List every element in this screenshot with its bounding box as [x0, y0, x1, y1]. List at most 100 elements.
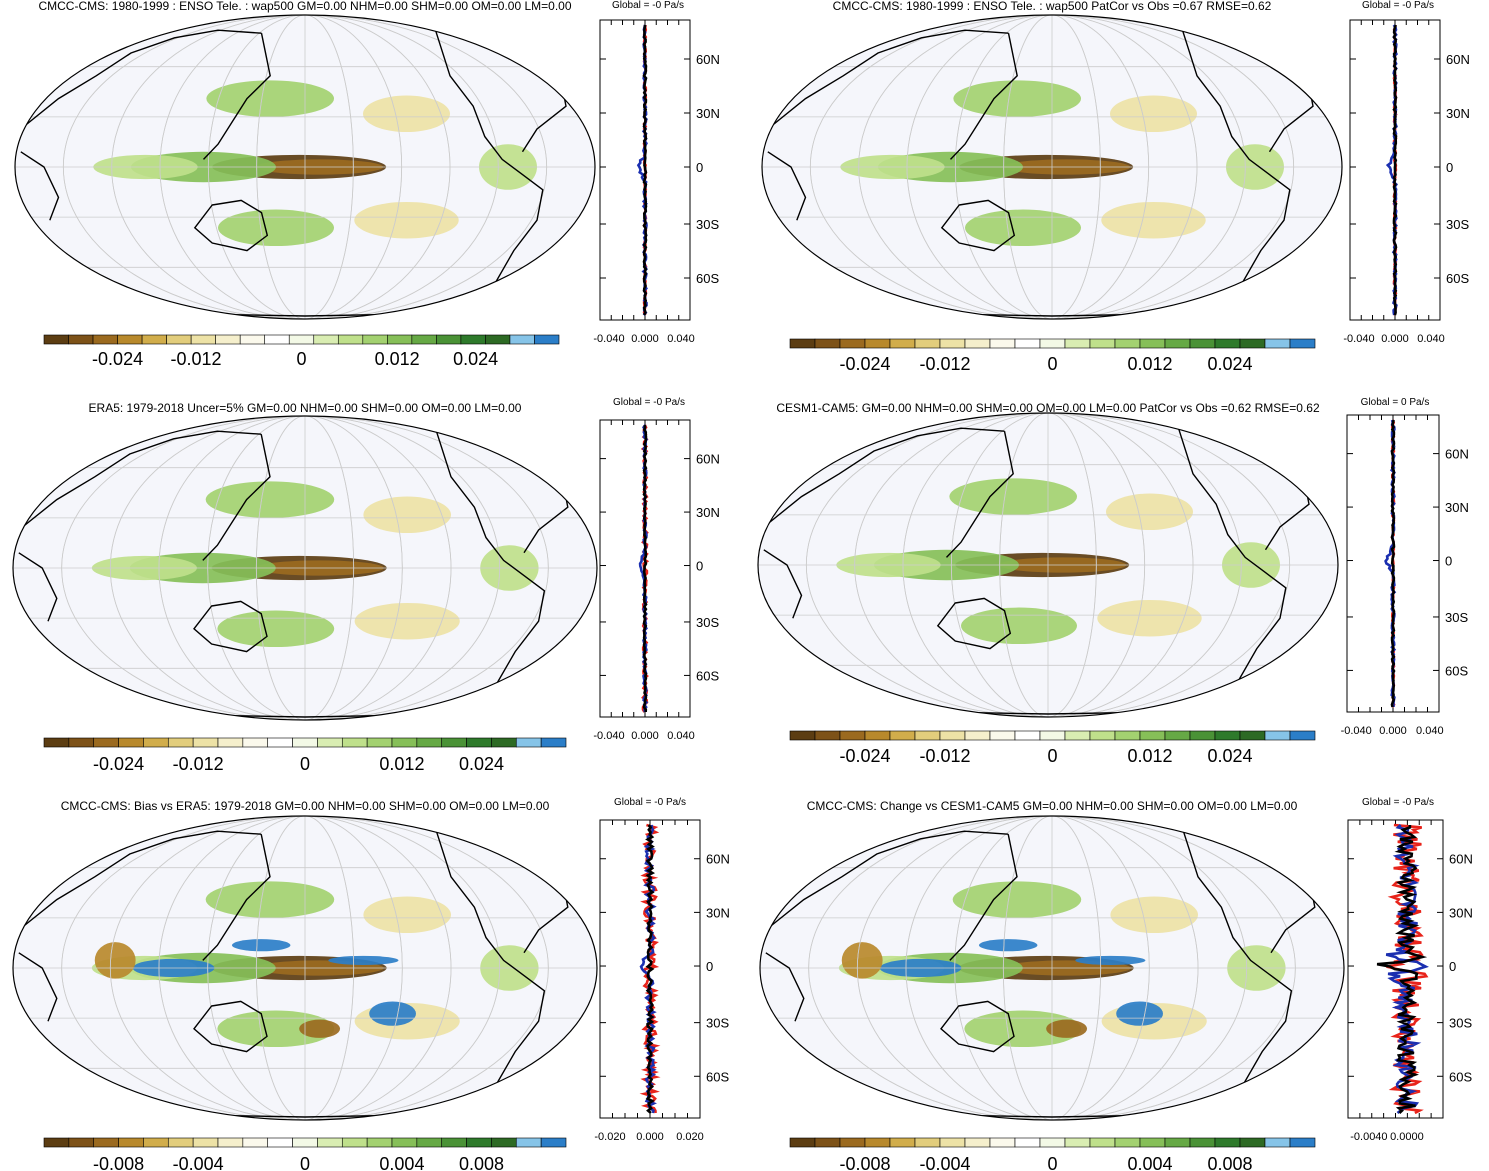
- profile-title: Global = -0 Pa/s: [1362, 0, 1434, 11]
- colorbar-swatch: [43, 334, 69, 345]
- map-anomaly-region: [1101, 201, 1206, 239]
- colorbar-swatch: [1114, 730, 1141, 741]
- map-anomaly-region: [232, 939, 291, 952]
- colorbar-swatch: [341, 737, 368, 748]
- profile-ytick-label: 60S: [706, 1069, 729, 1084]
- profile-ytick-label: 0: [1449, 959, 1456, 974]
- colorbar-swatch: [864, 1137, 891, 1148]
- colorbar-swatch: [391, 737, 418, 748]
- profile-ytick-label: 30N: [1446, 106, 1470, 121]
- profile-xtick-label: -0.040: [1341, 725, 1372, 737]
- profile-xtick-label: -0.020: [594, 1131, 625, 1143]
- map-coastlines: [18, 422, 569, 718]
- map-anomaly-region: [1110, 896, 1198, 934]
- africa-coastline: [763, 549, 803, 619]
- colorbar-swatch: [242, 1137, 269, 1148]
- colorbar-swatch: [939, 730, 966, 741]
- map-border: [761, 14, 1343, 320]
- colorbar-swatch: [1264, 338, 1291, 349]
- colorbar-tick-label: 0.004: [379, 1154, 424, 1171]
- panel-title: CMCC-CMS: Bias vs ERA5: 1979-2018 GM=0.0…: [61, 799, 550, 813]
- colorbar-swatch: [1014, 338, 1041, 349]
- panel-p2: CMCC-CMS: 1980-1999 : ENSO Tele. : wap50…: [761, 0, 1470, 374]
- colorbar-swatch: [939, 1137, 966, 1148]
- profile-ytick-label: 60N: [706, 852, 730, 867]
- colorbar-tick-label: 0.008: [459, 1154, 504, 1171]
- profile-xtick-label: 0.000: [1381, 333, 1409, 345]
- profile-title: Global = -0 Pa/s: [612, 0, 684, 11]
- colorbar-tick-label: 0.012: [375, 349, 420, 369]
- colorbar-swatch: [1239, 338, 1266, 349]
- colorbar-swatch: [1264, 730, 1291, 741]
- profile-ytick-label: 30S: [696, 615, 719, 630]
- profile-ytick-label: 0: [696, 160, 703, 175]
- profile-curve-black: [642, 424, 648, 713]
- profile-ytick-label: 30N: [1449, 905, 1473, 920]
- colorbar-swatch: [242, 737, 269, 748]
- map-anomaly-region: [952, 881, 1082, 918]
- panel-p3: ERA5: 1979-2018 Uncer=5% GM=0.00 NHM=0.0…: [12, 397, 720, 774]
- profile-xtick-label: 0.000: [636, 1131, 664, 1143]
- map-border: [14, 14, 596, 320]
- colorbar-swatch: [1089, 338, 1116, 349]
- colorbar-tick-label: 0.012: [1127, 354, 1172, 374]
- colorbar-swatch: [317, 1137, 343, 1148]
- colorbar-swatch: [914, 338, 941, 349]
- profile-xtick-label: 0.000: [631, 333, 659, 345]
- colorbar-tick-label: -0.012: [171, 349, 222, 369]
- panel-p6: CMCC-CMS: Change vs CESM1-CAM5 GM=0.00 N…: [759, 797, 1473, 1171]
- africa-coastline: [767, 151, 807, 221]
- colorbar-swatch: [1264, 1137, 1291, 1148]
- asia-east-coastline: [945, 431, 1014, 558]
- americas-coastline: [1181, 29, 1291, 297]
- colorbar-tick-label: 0: [1047, 746, 1057, 766]
- colorbar-swatch: [92, 334, 118, 345]
- colorbar-swatch: [1214, 1137, 1241, 1148]
- map-border: [757, 412, 1339, 718]
- africa-coastline: [20, 151, 60, 221]
- colorbar-swatch: [68, 1137, 95, 1148]
- australia-coastline: [193, 1000, 268, 1053]
- panel-p1: CMCC-CMS: 1980-1999 : ENSO Tele. : wap50…: [14, 0, 720, 369]
- colorbar-tick-label: -0.012: [173, 754, 224, 774]
- map-anomaly-region: [1110, 95, 1197, 133]
- map-anomaly-region: [1106, 493, 1193, 531]
- map-anomaly-region: [217, 610, 335, 648]
- profile-ytick-label: 60N: [1445, 447, 1469, 462]
- map-anomaly-region: [94, 942, 136, 979]
- profile-title: Global = -0 Pa/s: [1362, 797, 1434, 808]
- panel-title: CMCC-CMS: 1980-1999 : ENSO Tele. : wap50…: [833, 0, 1272, 13]
- africa-coastline: [18, 952, 58, 1022]
- profile-ytick-label: 0: [706, 959, 713, 974]
- profile-ytick-label: 30S: [696, 217, 719, 232]
- profile-ytick-label: 30S: [706, 1016, 729, 1031]
- profile-title: Global = -0 Pa/s: [614, 797, 686, 808]
- map-anomaly-region: [363, 496, 452, 534]
- colorbar-swatch: [1239, 730, 1266, 741]
- colorbar-tick-label: -0.004: [919, 1154, 970, 1171]
- colorbar-swatch: [217, 737, 244, 748]
- colorbar-swatch: [964, 730, 991, 741]
- colorbar-swatch: [166, 334, 192, 345]
- profile-ytick-label: 0: [1446, 160, 1453, 175]
- colorbar-swatch: [485, 334, 511, 345]
- profile-curve-black: [1392, 24, 1398, 316]
- panel-title: ERA5: 1979-2018 Uncer=5% GM=0.00 NHM=0.0…: [89, 401, 522, 415]
- colorbar-swatch: [366, 737, 393, 748]
- profile-ytick-label: 60N: [1449, 852, 1473, 867]
- profile-xtick-label: 0.040: [667, 333, 695, 345]
- colorbar-swatch: [436, 334, 462, 345]
- map-anomaly-region: [949, 478, 1077, 515]
- map-anomaly-region: [1116, 1001, 1163, 1026]
- colorbar-tick-label: 0: [300, 754, 310, 774]
- colorbar-swatch: [1039, 1137, 1066, 1148]
- eurasia-coastline: [767, 29, 1009, 130]
- panel-p5: CMCC-CMS: Bias vs ERA5: 1979-2018 GM=0.0…: [12, 797, 730, 1171]
- map-anomaly-region: [218, 209, 334, 247]
- colorbar-tick-label: -0.024: [93, 754, 144, 774]
- colorbar-swatch: [515, 737, 542, 748]
- colorbar-swatch: [264, 334, 290, 345]
- asia-east-coastline: [949, 33, 1018, 160]
- colorbar-swatch: [68, 737, 95, 748]
